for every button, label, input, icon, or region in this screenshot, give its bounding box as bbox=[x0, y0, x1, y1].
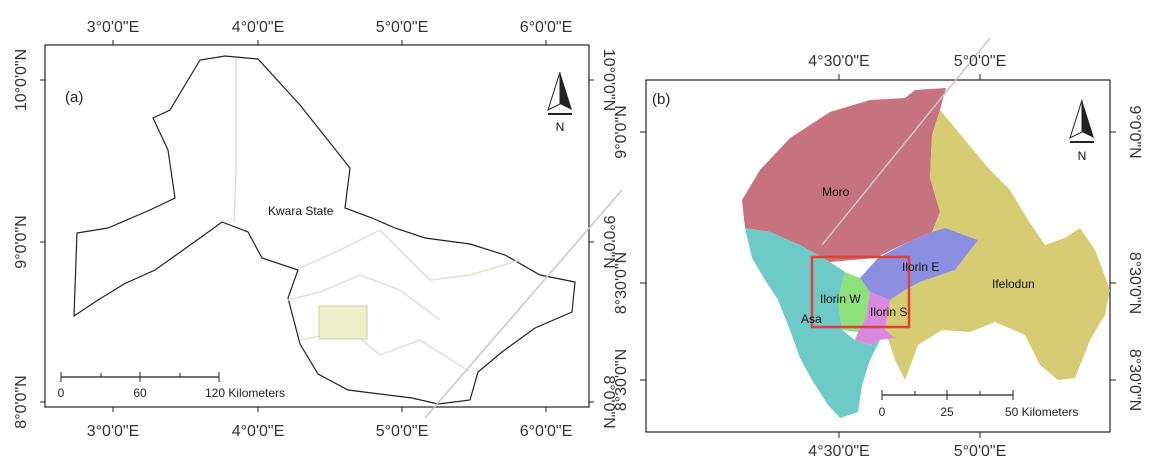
north-label-b: N bbox=[1078, 149, 1087, 163]
b-bottom-tick-1: 5°0'0"E bbox=[954, 443, 1007, 460]
internal-boundaries bbox=[233, 58, 521, 373]
lga-ifelodun bbox=[885, 110, 1110, 380]
scale-b-0: 0 bbox=[879, 405, 886, 419]
b-top-tick-1: 5°0'0"E bbox=[954, 53, 1007, 70]
north-arrow-a: N bbox=[547, 71, 572, 134]
north-arrow-b: N bbox=[1069, 99, 1094, 163]
panel-a-frame bbox=[44, 44, 590, 408]
a-left-tick-2: 8°0'0"N bbox=[13, 375, 30, 428]
a-top-tick-0: 3°0'0"E bbox=[87, 19, 140, 36]
a-top-tick-3: 6°0'0"E bbox=[520, 19, 573, 36]
label-ilorin-e: Ilorin E bbox=[902, 260, 939, 274]
scale-a-0: 0 bbox=[58, 386, 65, 400]
scale-b-50: 50 Kilometers bbox=[1005, 405, 1078, 419]
panel-a-map: N 0 60 120 Kilometers (a) Kwara State 3°… bbox=[13, 19, 623, 440]
lga-moro bbox=[742, 88, 946, 262]
lga-ilorin-w bbox=[838, 272, 870, 332]
label-ilorin-s: Ilorin S bbox=[870, 305, 907, 319]
label-ilorin-w: Ilorin W bbox=[820, 292, 861, 306]
b-left-tick-0: 9°0'0"N bbox=[613, 105, 630, 158]
study-area-highlight bbox=[810, 255, 911, 329]
study-area-box bbox=[318, 305, 368, 340]
a-top-tick-1: 4°0'0"E bbox=[232, 19, 285, 36]
b-right-tick-2: 8°30'0"N bbox=[1126, 349, 1143, 411]
kwara-state-boundary bbox=[73, 55, 576, 405]
label-ifelodun: Ifelodun bbox=[992, 277, 1035, 291]
scale-bar-b: 0 25 50 Kilometers bbox=[879, 390, 1078, 419]
a-right-tick-2: 8°0'0"N bbox=[600, 375, 617, 428]
b-left-tick-1: 8°30'0"N bbox=[613, 252, 630, 314]
lga-ilorin-s bbox=[855, 292, 895, 345]
a-bottom-tick-2: 5°0'0"E bbox=[376, 423, 429, 440]
label-moro: Moro bbox=[822, 185, 850, 199]
scale-b-25: 25 bbox=[940, 405, 954, 419]
a-left-tick-1: 9°0'0"N bbox=[13, 215, 30, 268]
scale-bar-a: 0 60 120 Kilometers bbox=[58, 372, 285, 400]
a-left-tick-0: 10°0'0"N bbox=[13, 49, 30, 111]
b-left-tick-2: 8°30'0"N bbox=[613, 349, 630, 411]
projection-line bbox=[424, 189, 623, 419]
panel-a-label: (a) bbox=[65, 89, 83, 106]
a-top-tick-2: 5°0'0"E bbox=[376, 19, 429, 36]
b-right-tick-1: 8°30'0"N bbox=[1126, 252, 1143, 314]
kwara-state-label: Kwara State bbox=[268, 204, 334, 218]
scale-a-120: 120 Kilometers bbox=[205, 386, 285, 400]
projection-line-b bbox=[821, 37, 991, 246]
a-right-tick-0: 10°0'0"N bbox=[600, 49, 617, 111]
b-right-tick-0: 9°0'0"N bbox=[1126, 105, 1143, 158]
a-bottom-tick-3: 6°0'0"E bbox=[520, 423, 573, 440]
scale-a-60: 60 bbox=[133, 386, 147, 400]
a-bottom-tick-0: 3°0'0"E bbox=[87, 423, 140, 440]
panel-b-label: (b) bbox=[652, 91, 670, 108]
panel-b-map: Moro Ilorin E Ifelodun Ilorin W Asa Ilor… bbox=[613, 37, 1143, 460]
a-bottom-tick-1: 4°0'0"E bbox=[232, 423, 285, 440]
label-asa: Asa bbox=[801, 312, 822, 326]
b-top-tick-0: 4°30'0"E bbox=[808, 53, 869, 70]
lga-ilorin-e bbox=[860, 228, 978, 300]
a-right-tick-1: 9°0'0"N bbox=[600, 215, 617, 268]
north-label-a: N bbox=[556, 120, 565, 134]
b-bottom-tick-0: 4°30'0"E bbox=[808, 443, 869, 460]
